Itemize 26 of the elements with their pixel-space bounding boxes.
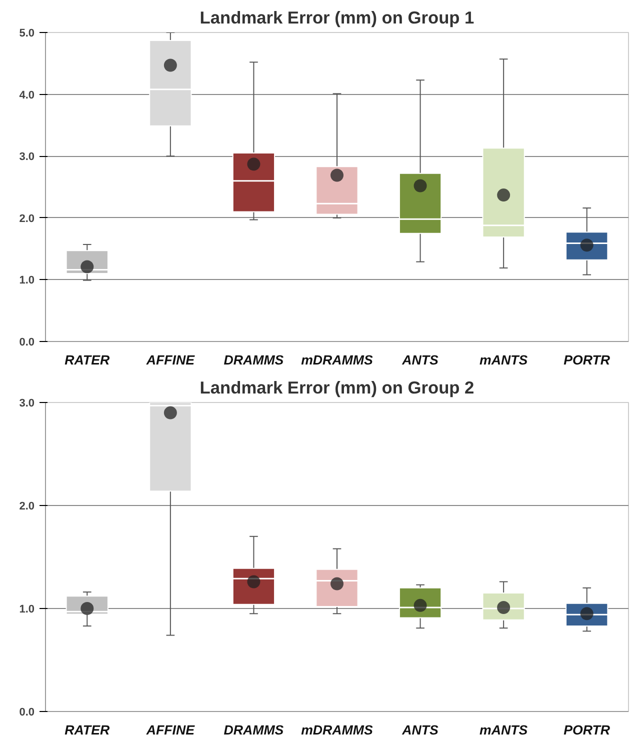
y-tick-label: 5.0 <box>19 28 35 40</box>
x-tick-label: mDRAMMS <box>301 352 374 368</box>
y-tick-label: 3.0 <box>19 151 35 164</box>
x-tick-label: AFFINE <box>145 352 196 368</box>
x-tick-label: ANTS <box>401 352 439 368</box>
x-tick-label: mDRAMMS <box>301 722 374 738</box>
x-tick-label: RATER <box>64 722 110 738</box>
y-tick-label: 4.0 <box>19 89 35 102</box>
y-tick-label: 1.0 <box>19 274 35 287</box>
y-tick-label: 2.0 <box>19 212 35 225</box>
x-tick-label: RATER <box>64 352 110 368</box>
x-tick-label: PORTR <box>564 352 610 368</box>
chart-title: Landmark Error (mm) on Group 1 <box>200 8 475 28</box>
x-tick-label: PORTR <box>564 722 610 738</box>
y-tick-label: 1.0 <box>19 604 35 616</box>
x-tick-label: mANTS <box>480 722 528 738</box>
x-tick-label: DRAMMS <box>224 352 284 368</box>
x-tick-label: ANTS <box>401 722 439 738</box>
x-tick-label: AFFINE <box>145 722 196 738</box>
y-tick-label: 0.0 <box>19 336 35 348</box>
x-tick-label: mANTS <box>480 352 528 368</box>
x-tick-label: DRAMMS <box>224 722 284 738</box>
chart-title: Landmark Error (mm) on Group 2 <box>200 378 474 398</box>
y-tick-label: 0.0 <box>19 706 35 718</box>
y-tick-label: 2.0 <box>19 500 35 512</box>
y-tick-label: 3.0 <box>19 398 35 410</box>
